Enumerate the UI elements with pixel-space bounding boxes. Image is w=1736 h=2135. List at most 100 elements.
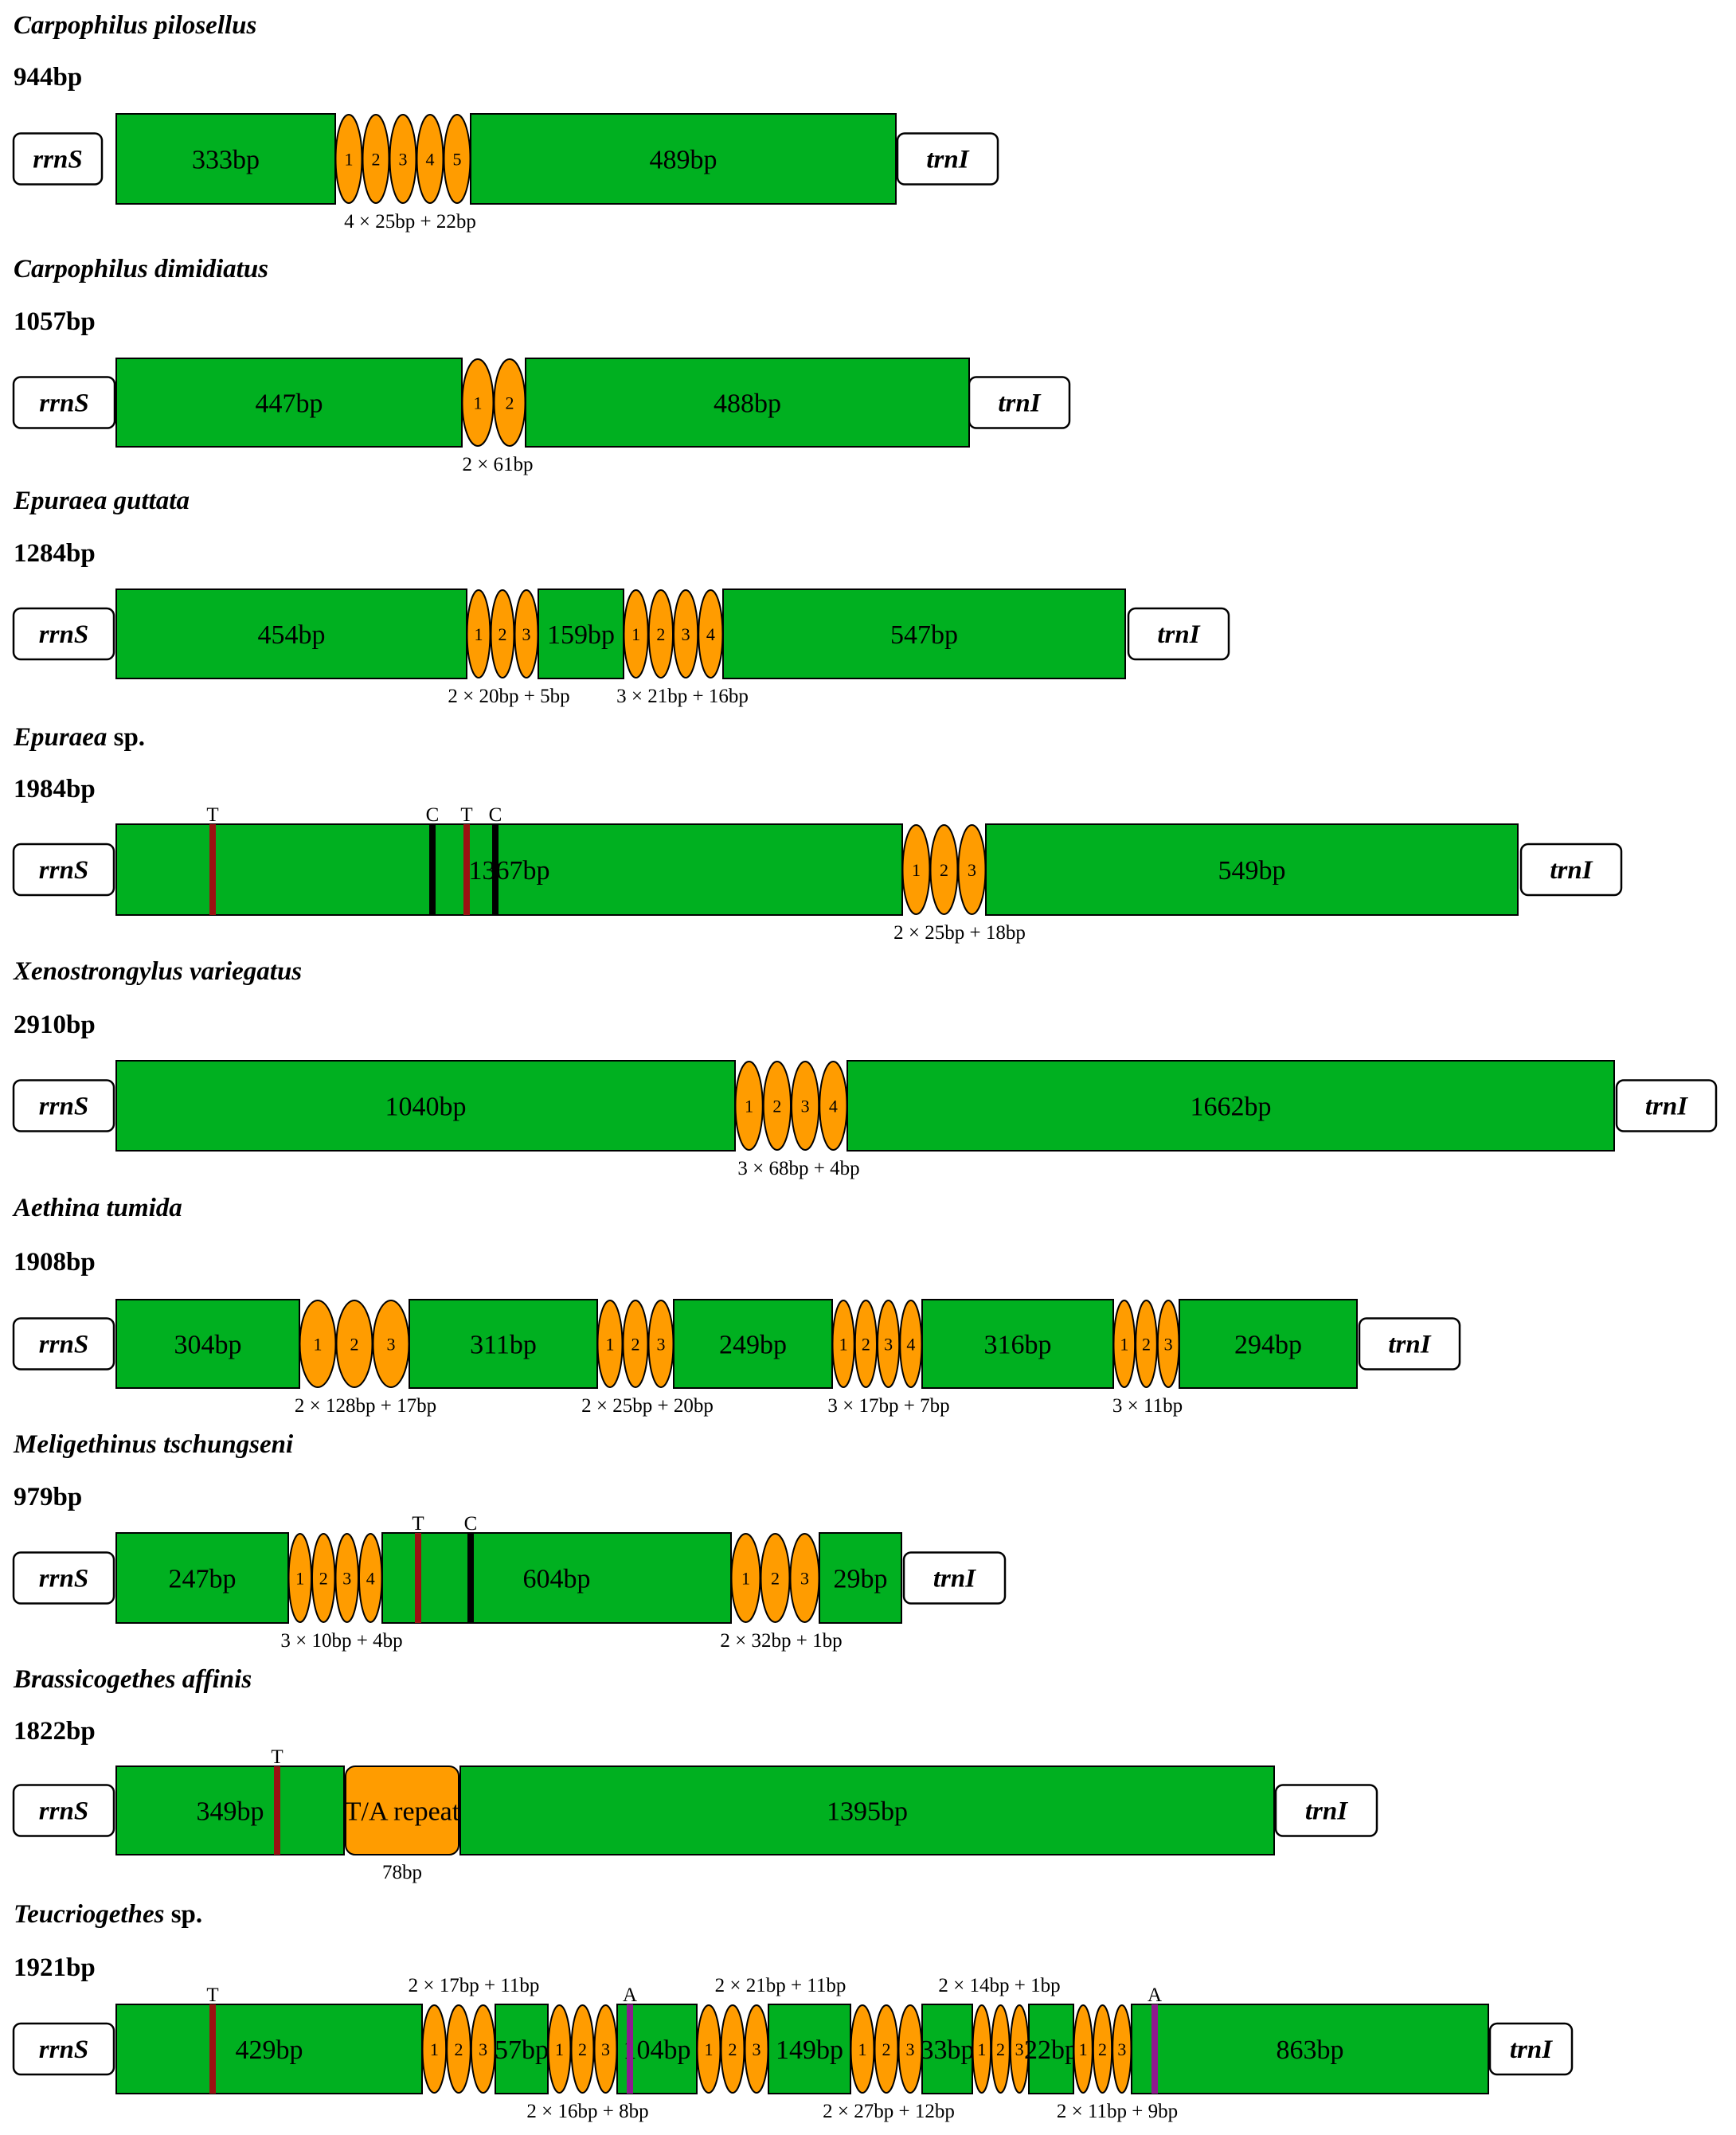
rrns-gene-label: rrnS: [39, 1565, 88, 1593]
repeat-unit-number: 3: [753, 2039, 761, 2059]
noncoding-segment: [673, 1299, 833, 1389]
repeat-unit-number: 3: [657, 1335, 666, 1355]
repeat-annotation: 3 × 17bp + 7bp: [827, 1395, 949, 1417]
repeat-unit-number: 2: [996, 2039, 1005, 2059]
segment-length-label: 33bp: [921, 2035, 975, 2065]
repeat-unit-number: 1: [912, 860, 921, 880]
ta-repeat-label: T/A repeat: [345, 1797, 460, 1827]
rrns-gene-box: [12, 1079, 115, 1132]
noncoding-segment: [921, 1299, 1114, 1389]
rrns-gene-box: [12, 132, 104, 186]
repeat-unit-number: 5: [453, 150, 462, 170]
repeat-unit-number: 4: [706, 624, 715, 644]
nucleotide-marker-label: A: [623, 1984, 637, 2006]
segment-length-label: 454bp: [258, 620, 326, 650]
repeat-unit-number: 2: [656, 624, 665, 644]
repeat-unit-number: 3: [801, 1097, 810, 1116]
nucleotide-marker-c: [429, 824, 436, 915]
repeat-unit-number: 1: [475, 624, 483, 644]
noncoding-segment: [115, 823, 903, 916]
rrns-gene-label: rrnS: [33, 146, 82, 174]
segment-length-label: 1662bp: [1191, 1093, 1272, 1122]
rrns-gene-box: [12, 1551, 115, 1605]
species-row-meligethinus-tschungseni: Meligethinus tschungseni 979bp rrnS trnI 247…: [12, 1430, 1007, 1652]
repeat-unit-number: 1: [745, 1097, 753, 1116]
species-row-xenostrongylus-variegatus: Xenostrongylus variegatus 2910bp rrnS trnI 1…: [12, 957, 1718, 1179]
repeat-annotation: 4 × 25bp + 22bp: [344, 211, 476, 233]
repeat-unit-number: 3: [1164, 1335, 1173, 1355]
noncoding-segment: [115, 358, 463, 448]
repeat-unit-number: 3: [601, 2039, 610, 2059]
trni-gene-box: [1615, 1079, 1718, 1132]
segment-length-label: 604bp: [523, 1565, 591, 1594]
trni-gene-box: [896, 132, 999, 186]
trni-gene-label: trnI: [1550, 856, 1593, 885]
noncoding-segment: [538, 588, 624, 679]
trni-gene-box: [1519, 843, 1623, 897]
segment-length-label: 159bp: [547, 620, 615, 650]
nucleotide-marker-c: [492, 824, 499, 915]
noncoding-segment: [381, 1532, 732, 1624]
repeat-annotation: 3 × 10bp + 4bp: [280, 1630, 402, 1652]
rrns-gene-box: [12, 607, 115, 661]
noncoding-segment: [722, 588, 1126, 679]
repeat-annotation: 2 × 32bp + 1bp: [720, 1630, 842, 1652]
repeat-annotation: 2 × 14bp + 1bp: [938, 1975, 1060, 1996]
noncoding-segment: [921, 2004, 973, 2094]
repeat-unit-number: 3: [906, 2039, 915, 2059]
rrns-gene-label: rrnS: [39, 856, 88, 885]
nucleotide-marker-label: C: [464, 1513, 478, 1535]
nucleotide-marker-a: [627, 2004, 633, 2094]
trni-gene-label: trnI: [998, 389, 1041, 418]
region-length: 944bp: [14, 63, 82, 92]
repeat-annotation: 3 × 11bp: [1112, 1395, 1183, 1417]
segment-length-label: 349bp: [197, 1797, 264, 1827]
noncoding-segment: [525, 358, 970, 448]
segment-length-label: 29bp: [834, 1565, 888, 1594]
noncoding-segment: [115, 2004, 423, 2094]
species-row-brassicogethes-affinis: Brassicogethes affinis 1822bp rrnS trnI 349b…: [12, 1665, 1378, 1883]
repeat-unit-number: 2: [499, 624, 507, 644]
segment-length-label: 1040bp: [385, 1093, 467, 1122]
segment-length-label: 447bp: [256, 389, 323, 419]
nucleotide-marker-t: [274, 1766, 280, 1855]
repeat-unit-number: 2: [506, 393, 514, 413]
rrns-gene-label: rrnS: [39, 1093, 88, 1121]
region-length: 1908bp: [14, 1248, 96, 1277]
repeat-unit-number: 3: [479, 2039, 487, 2059]
repeat-unit-number: 3: [682, 624, 690, 644]
segment-length-label: 1395bp: [827, 1797, 908, 1827]
segment-length-label: 294bp: [1234, 1331, 1302, 1360]
species-name: Epuraea sp.: [13, 723, 145, 752]
ta-repeat-box: [345, 1765, 459, 1855]
rrns-gene-label: rrnS: [39, 2035, 88, 2064]
repeat-unit-number: 3: [968, 860, 976, 880]
region-length: 1057bp: [14, 307, 96, 336]
species-name: Epuraea guttata: [13, 487, 190, 515]
repeat-unit-number: 1: [606, 1335, 615, 1355]
repeat-annotation: 2 × 11bp + 9bp: [1057, 2101, 1178, 2122]
nucleotide-marker-label: C: [489, 804, 502, 826]
segment-length-label: 22bp: [1024, 2035, 1078, 2065]
repeat-unit-number: 1: [295, 1569, 304, 1589]
repeat-unit-number: 2: [940, 860, 948, 880]
nucleotide-marker-label: T: [412, 1513, 424, 1535]
nucleotide-marker-a: [1151, 2004, 1158, 2094]
nucleotide-marker-label: A: [1148, 1984, 1162, 2006]
species-row-carpophilus-dimidiatus: Carpophilus dimidiatus 1057bp rrnS trnI 447b…: [12, 255, 1071, 475]
noncoding-segment: [985, 823, 1519, 916]
nucleotide-marker-t: [463, 824, 470, 915]
species-name: Carpophilus dimidiatus: [14, 255, 268, 283]
repeat-unit-number: 2: [350, 1335, 359, 1355]
nucleotide-marker-c: [467, 1533, 474, 1623]
species-name: Carpophilus pilosellus: [14, 11, 256, 40]
rrns-gene-label: rrnS: [39, 1797, 88, 1826]
nucleotide-marker-t: [415, 1533, 421, 1623]
segment-length-label: 863bp: [1277, 2035, 1344, 2065]
noncoding-segment: [495, 2004, 549, 2094]
repeat-annotation: 78bp: [382, 1862, 422, 1883]
noncoding-segment: [1028, 2004, 1074, 2094]
